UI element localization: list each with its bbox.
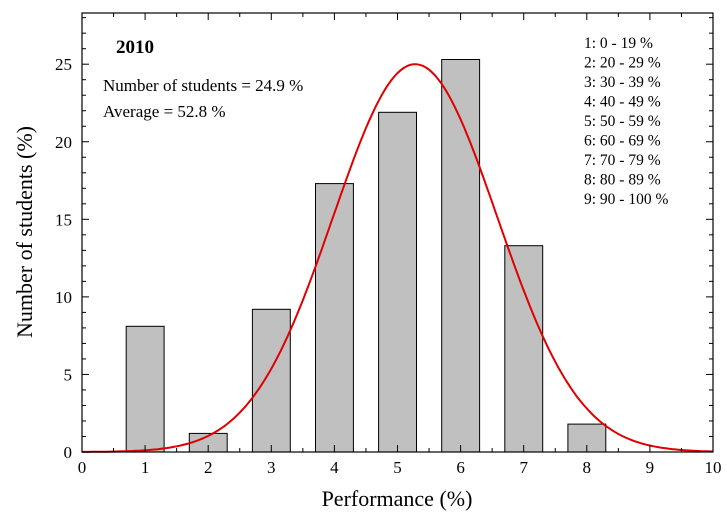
- y-tick-label-20: 20: [55, 133, 72, 152]
- x-tick-label-9: 9: [646, 458, 655, 477]
- bar-7: [504, 245, 544, 453]
- chart-title: 2010: [116, 37, 154, 58]
- ticks-group: 0 1 2 3 4 5 6 7 8 9 10 0 5 10 15 20 25: [55, 13, 722, 477]
- legend-entry-7: 7: 70 - 79 %: [584, 152, 661, 169]
- x-tick-label-0: 0: [78, 458, 87, 477]
- y-tick-label-0: 0: [64, 443, 73, 462]
- y-tick-label-10: 10: [55, 288, 72, 307]
- x-tick-label-6: 6: [456, 458, 465, 477]
- bar-5: [378, 111, 418, 453]
- x-tick-label-8: 8: [583, 458, 592, 477]
- legend-entry-5: 5: 50 - 59 %: [584, 113, 661, 130]
- legend-entry-1: 1: 0 - 19 %: [584, 35, 653, 52]
- bar-1: [125, 325, 165, 453]
- annotation-average: Average = 52.8 %: [103, 102, 226, 121]
- x-tick-label-4: 4: [330, 458, 339, 477]
- bar-4: [315, 183, 354, 453]
- y-axis-label: Number of students (%): [12, 126, 37, 338]
- y-tick-label-25: 25: [55, 55, 72, 74]
- x-tick-label-5: 5: [393, 458, 402, 477]
- legend: 1: 0 - 19 % 2: 20 - 29 % 3: 30 - 39 % 4: 40…: [584, 35, 668, 208]
- x-tick-label-2: 2: [204, 458, 213, 477]
- legend-entry-8: 8: 80 - 89 %: [584, 172, 661, 189]
- bar-3: [251, 308, 291, 453]
- x-tick-label-7: 7: [519, 458, 528, 477]
- legend-entry-6: 6: 60 - 69 %: [584, 133, 661, 150]
- x-tick-label-10: 10: [705, 458, 722, 477]
- x-tick-label-3: 3: [267, 458, 276, 477]
- annotation-count: Number of students = 24.9 %: [103, 76, 303, 95]
- x-tick-label-1: 1: [141, 458, 150, 477]
- legend-entry-2: 2: 20 - 29 %: [584, 55, 661, 72]
- y-tick-label-15: 15: [55, 210, 72, 229]
- legend-entry-4: 4: 40 - 49 %: [584, 94, 661, 111]
- legend-entry-3: 3: 30 - 39 %: [584, 74, 661, 91]
- y-tick-label-5: 5: [64, 365, 73, 384]
- bars-group: [125, 59, 607, 453]
- legend-entry-9: 9: 90 - 100 %: [584, 191, 668, 208]
- gaussian-fit-curve: [82, 63, 714, 453]
- x-axis-label: Performance (%): [322, 486, 473, 511]
